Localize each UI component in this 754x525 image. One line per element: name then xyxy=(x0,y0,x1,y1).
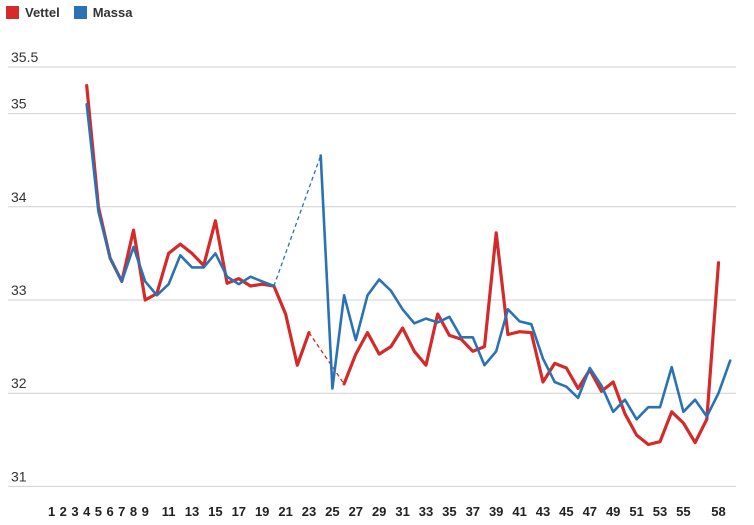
y-tick-label: 33 xyxy=(11,282,27,298)
y-axis: 31 32 33 34 35 35.5 xyxy=(11,49,38,484)
x-tick-label: 37 xyxy=(466,504,480,519)
legend-swatch-vettel xyxy=(6,5,19,19)
y-tick-label: 35 xyxy=(11,96,27,112)
gap-connector-massa xyxy=(273,155,322,287)
x-axis: 1 2 3 4 5 6 7 8 9 11 13 15 17 19 21 23 25 27 29 31 33 35 37 39 4… xyxy=(48,504,726,519)
x-tick-label: 47 xyxy=(583,504,597,519)
x-tick-label: 19 xyxy=(255,504,269,519)
series-line-massa xyxy=(319,154,732,421)
x-tick-label: 39 xyxy=(489,504,503,519)
x-tick-label: 5 xyxy=(95,504,102,519)
series-group xyxy=(85,84,732,447)
x-tick-label: 41 xyxy=(512,504,526,519)
series-line-massa xyxy=(85,103,276,297)
x-tick-label: 51 xyxy=(629,504,643,519)
x-tick-label: 23 xyxy=(302,504,316,519)
x-tick-label: 8 xyxy=(130,504,137,519)
x-tick-label: 1 xyxy=(48,504,55,519)
x-tick-label: 33 xyxy=(419,504,433,519)
y-tick-label: 35.5 xyxy=(11,49,38,65)
series-line-vettel xyxy=(342,231,721,447)
legend-item-vettel[interactable]: Vettel xyxy=(6,5,60,20)
x-tick-label: 43 xyxy=(536,504,550,519)
x-tick-label: 15 xyxy=(208,504,222,519)
grid-lines xyxy=(8,66,736,487)
x-tick-label: 4 xyxy=(83,504,91,519)
x-tick-label: 31 xyxy=(395,504,409,519)
x-tick-label: 53 xyxy=(653,504,667,519)
y-tick-label: 32 xyxy=(11,375,27,391)
x-tick-label: 45 xyxy=(559,504,573,519)
x-tick-label: 11 xyxy=(162,504,176,519)
x-tick-label: 3 xyxy=(71,504,78,519)
x-tick-label: 27 xyxy=(349,504,363,519)
legend-label-vettel: Vettel xyxy=(25,4,60,20)
x-tick-label: 21 xyxy=(278,504,292,519)
x-tick-label: 2 xyxy=(60,504,67,519)
x-tick-label: 35 xyxy=(442,504,456,519)
y-tick-label: 34 xyxy=(11,189,27,205)
x-tick-label: 49 xyxy=(606,504,620,519)
x-tick-label: 13 xyxy=(185,504,199,519)
legend-item-massa[interactable]: Massa xyxy=(73,4,133,20)
legend-label-massa: Massa xyxy=(92,4,133,20)
x-tick-label: 7 xyxy=(118,504,125,519)
x-tick-label: 58 xyxy=(711,504,725,519)
gap-connector-vettel xyxy=(308,332,345,385)
x-tick-label: 25 xyxy=(325,504,339,519)
x-tick-label: 29 xyxy=(372,504,386,519)
y-tick-label: 31 xyxy=(11,468,27,484)
x-tick-label: 17 xyxy=(232,504,246,519)
legend: Vettel Massa xyxy=(6,2,146,22)
x-tick-label: 6 xyxy=(106,504,113,519)
legend-swatch-massa xyxy=(73,5,87,19)
series-line-vettel xyxy=(85,84,311,367)
x-tick-label: 9 xyxy=(142,504,149,519)
x-tick-label: 55 xyxy=(676,504,690,519)
